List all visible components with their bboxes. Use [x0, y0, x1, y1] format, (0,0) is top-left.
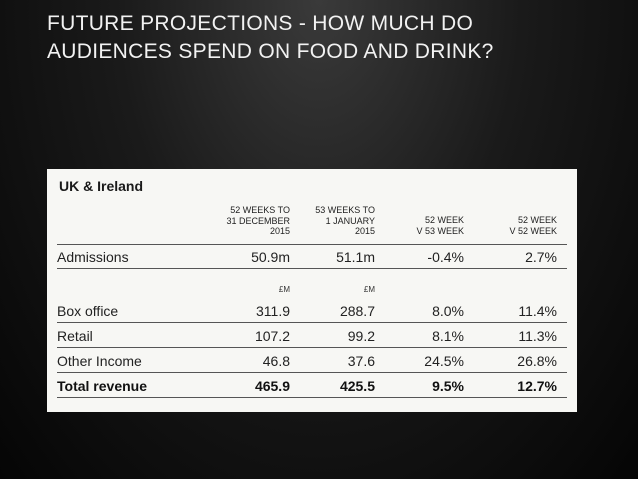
- cell-value: 99.2: [347, 328, 375, 344]
- row-label: Retail: [57, 328, 93, 344]
- cell-value: 9.5%: [432, 378, 464, 394]
- unit-row: £M £M: [57, 285, 567, 299]
- cell-value: -0.4%: [427, 249, 464, 265]
- table-row: Box office 311.9 288.7 8.0% 11.4%: [57, 299, 567, 323]
- cell-value: 51.1m: [336, 249, 375, 265]
- table-row-admissions: Admissions 50.9m 51.1m -0.4% 2.7%: [57, 245, 567, 269]
- cell-value: 8.0%: [432, 303, 464, 319]
- table-row-total-revenue: Total revenue 465.9 425.5 9.5% 12.7%: [57, 374, 567, 398]
- table-row: Retail 107.2 99.2 8.1% 11.3%: [57, 324, 567, 348]
- header-divider: [57, 244, 567, 245]
- unit-label: £M: [363, 285, 375, 294]
- cell-value: 288.7: [339, 303, 375, 319]
- column-header-52-weeks-2015: 52 WEEKS TO 31 DECEMBER 2015: [226, 205, 290, 236]
- region-heading: UK & Ireland: [59, 178, 144, 194]
- cell-value: 12.7%: [517, 378, 557, 394]
- row-label: Other Income: [57, 353, 142, 369]
- row-label: Box office: [57, 303, 119, 319]
- unit-label: £M: [278, 285, 290, 294]
- cell-value: 2.7%: [525, 249, 557, 265]
- cell-value: 24.5%: [424, 353, 464, 369]
- cell-value: 107.2: [254, 328, 290, 344]
- column-header-52-v-53: 52 WEEK V 53 WEEK: [416, 215, 464, 236]
- row-label: Admissions: [57, 249, 129, 265]
- cell-value: 425.5: [339, 378, 375, 394]
- slide-title: FUTURE PROJECTIONS - HOW MUCH DO AUDIENC…: [47, 10, 607, 66]
- slide-title-line-2: AUDIENCES SPEND ON FOOD AND DRINK?: [47, 40, 494, 63]
- cell-value: 8.1%: [432, 328, 464, 344]
- cell-value: 465.9: [254, 378, 290, 394]
- cell-value: 11.3%: [518, 328, 557, 344]
- cell-value: 37.6: [347, 353, 375, 369]
- column-header-52-v-52: 52 WEEK V 52 WEEK: [509, 215, 557, 236]
- cell-value: 11.4%: [518, 303, 557, 319]
- table-row: Other Income 46.8 37.6 24.5% 26.8%: [57, 349, 567, 373]
- cell-value: 26.8%: [517, 353, 557, 369]
- row-label: Total revenue: [57, 378, 147, 394]
- cell-value: 50.9m: [251, 249, 290, 265]
- cell-value: 311.9: [256, 303, 290, 319]
- revenue-table: UK & Ireland 52 WEEKS TO 31 DECEMBER 201…: [47, 169, 577, 412]
- column-header-53-weeks-2015: 53 WEEKS TO 1 JANUARY 2015: [315, 205, 375, 236]
- slide-title-line-1: FUTURE PROJECTIONS - HOW MUCH DO: [47, 12, 474, 35]
- cell-value: 46.8: [262, 353, 290, 369]
